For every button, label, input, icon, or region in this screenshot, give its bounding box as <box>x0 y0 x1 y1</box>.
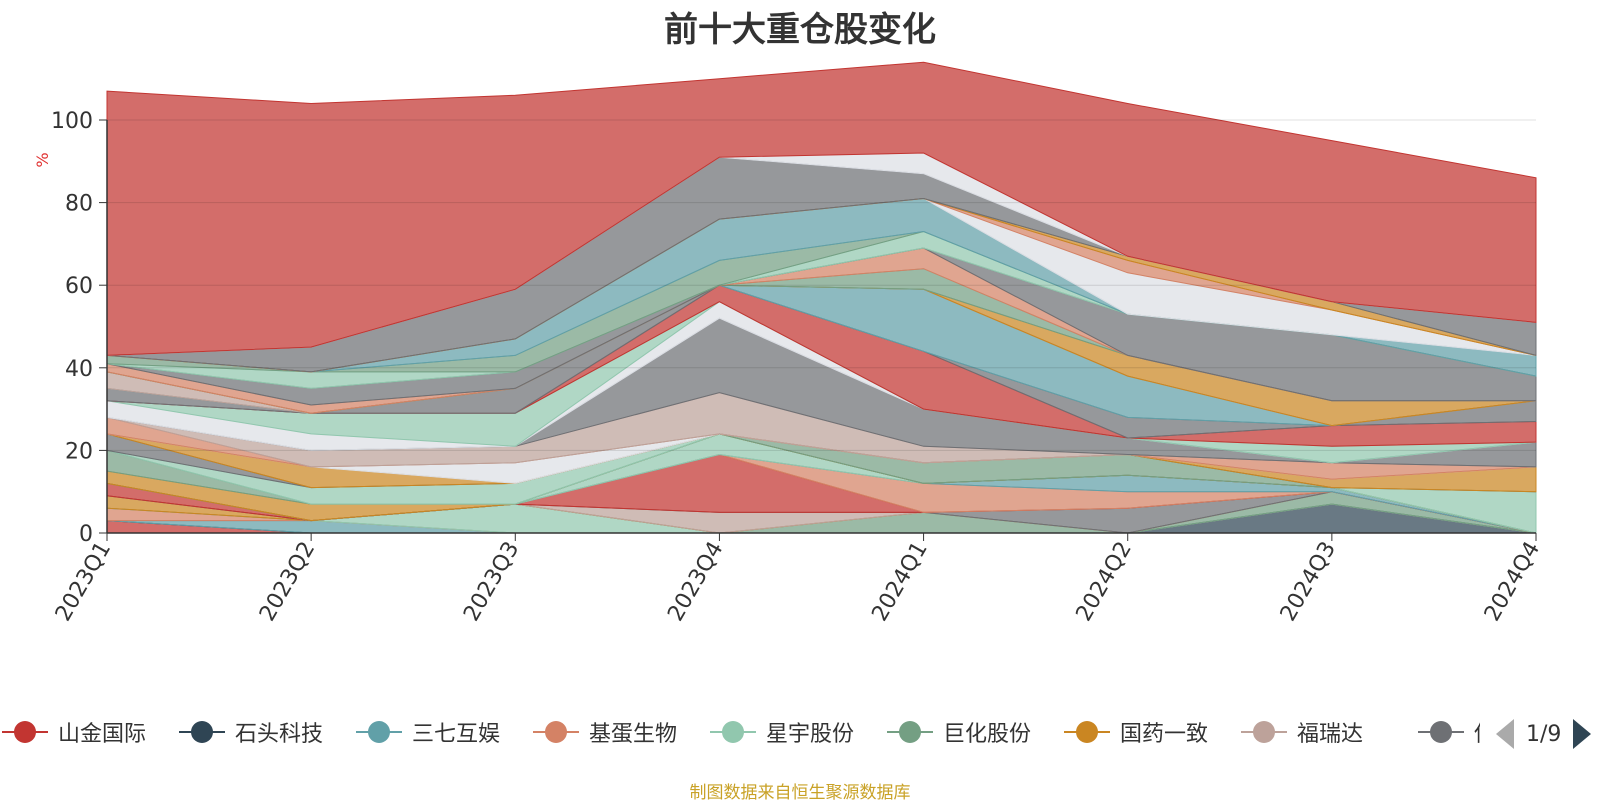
legend-marker-icon <box>354 712 404 752</box>
x-tick-label: 2024Q3 <box>1276 538 1341 626</box>
legend-item[interactable]: 三七互娱 <box>354 712 500 752</box>
x-axis: 2023Q1 2023Q2 2023Q3 2023Q4 2024Q1 2024Q2 2024… <box>51 532 1545 626</box>
legend-marker-icon <box>531 712 581 752</box>
y-tick-label: 40 <box>65 357 93 382</box>
y-tick-label: 20 <box>65 439 93 464</box>
legend-marker-icon <box>1416 712 1466 752</box>
legend-marker-icon <box>177 712 227 752</box>
x-tick-label: 2024Q1 <box>867 538 932 626</box>
y-axis: 0 20 40 60 80 100 <box>51 109 108 547</box>
legend-item[interactable]: 基蛋生物 <box>531 712 677 752</box>
legend-item[interactable]: 国药一致 <box>1062 712 1208 752</box>
legend-label: 国药一致 <box>1120 722 1209 747</box>
x-tick-label: 2023Q2 <box>255 538 320 626</box>
x-tick-label: 2024Q4 <box>1480 538 1545 626</box>
legend-label: 伊利股份 <box>1474 716 1480 748</box>
legend: 山金国际 石头科技 三七互娱 基蛋生物 星宇股份 巨化股份 国药一致 福瑞达 伊利股份 <box>0 712 1480 752</box>
area-series-41 <box>106 61 1537 356</box>
legend-label: 巨化股份 <box>943 722 1032 747</box>
area-series-group <box>106 61 1537 534</box>
legend-marker-icon <box>885 712 935 752</box>
legend-item[interactable]: 石头科技 <box>177 712 323 752</box>
y-tick-label: 80 <box>65 192 93 217</box>
y-tick-label: 0 <box>79 522 93 547</box>
legend-next-arrow-icon[interactable] <box>1573 719 1592 749</box>
chart-title: 前十大重仓股变化 <box>664 10 936 50</box>
legend-item[interactable]: 伊利股份 <box>1416 712 1480 752</box>
legend-label: 石头科技 <box>235 722 324 747</box>
y-tick-label: 60 <box>65 274 93 299</box>
x-tick-label: 2023Q3 <box>459 538 524 626</box>
legend-prev-arrow-icon[interactable] <box>1496 719 1514 749</box>
x-tick-label: 2023Q4 <box>663 538 728 626</box>
legend-marker-icon <box>1239 712 1289 752</box>
legend-label: 三七互娱 <box>412 722 501 747</box>
legend-marker-icon <box>708 712 758 752</box>
legend-item[interactable]: 巨化股份 <box>885 712 1031 752</box>
legend-item[interactable]: 山金国际 <box>0 712 146 752</box>
gridlines <box>107 119 1536 451</box>
legend-page-indicator: 1/9 <box>1526 721 1562 747</box>
legend-label: 山金国际 <box>58 722 147 747</box>
legend-label: 基蛋生物 <box>589 722 678 747</box>
legend-label: 星宇股份 <box>766 722 855 747</box>
y-tick-label: 100 <box>51 109 93 134</box>
legend-marker-icon <box>0 712 50 752</box>
legend-pager: 1/9 <box>1496 714 1592 754</box>
source-note: 制图数据来自恒生聚源数据库 <box>689 783 911 803</box>
legend-item[interactable]: 星宇股份 <box>708 712 854 752</box>
y-axis-label: % <box>33 152 52 167</box>
legend-label: 福瑞达 <box>1297 722 1364 747</box>
legend-item[interactable]: 福瑞达 <box>1239 712 1363 752</box>
legend-marker-icon <box>1062 712 1112 752</box>
x-tick-label: 2024Q2 <box>1072 538 1137 626</box>
x-tick-label: 2023Q1 <box>51 538 116 626</box>
